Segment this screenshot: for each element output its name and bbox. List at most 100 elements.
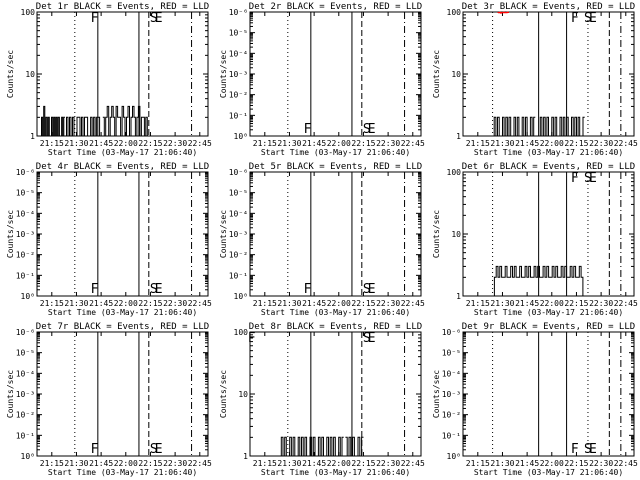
y-tick-label: 10⁻¹ [16, 431, 35, 440]
x-tick-label: 22:00 [327, 459, 351, 468]
x-tick-label: 21:30 [64, 459, 88, 468]
y-tick-label: 10⁻⁴ [229, 209, 248, 218]
y-tick-label: 10 [238, 390, 248, 399]
y-tick-label: 10⁻¹ [229, 271, 248, 280]
x-tick-label: 22:00 [540, 139, 564, 148]
y-tick-label: 10⁻² [229, 91, 248, 100]
count-rate-trace [102, 105, 149, 137]
flag-marker-e: E [155, 442, 163, 457]
detector-panel-8: Det 8r BLACK = Events, RED = LLD 21:15 21:… [219, 322, 425, 477]
y-axis-label: Counts/sec [6, 210, 15, 258]
x-tick-label: 22:30 [163, 139, 187, 148]
panel-title: Det 2r BLACK = Events, RED = LLD [249, 2, 422, 12]
y-tick-label: 10⁻⁵ [16, 349, 35, 358]
x-tick-label: 21:15 [253, 139, 277, 148]
x-tick-label: 21:30 [490, 139, 514, 148]
flag-marker-s: S [584, 11, 592, 26]
flag-marker-e: E [368, 331, 376, 346]
x-tick-label: 22:30 [589, 299, 613, 308]
x-tick-label: 22:30 [163, 459, 187, 468]
x-tick-label: 22:30 [376, 139, 400, 148]
y-tick-label: 100 [234, 328, 249, 337]
x-tick-label: 21:45 [302, 299, 326, 308]
x-axis-label: Start Time (03-May-17 21:06:40) [48, 148, 197, 157]
y-tick-label: 10⁻⁶ [229, 8, 248, 17]
y-axis-label: Counts/sec [219, 370, 228, 418]
x-tick-label: 21:15 [40, 299, 64, 308]
flag-marker-f: F [571, 171, 579, 186]
y-tick-label: 1 [30, 132, 35, 141]
panel-title: Det 8r BLACK = Events, RED = LLD [249, 322, 422, 332]
flag-marker-f: F [91, 11, 99, 26]
y-axis-label: Counts/sec [219, 210, 228, 258]
panel-title: Det 7r BLACK = Events, RED = LLD [36, 322, 209, 332]
x-tick-label: 21:15 [40, 139, 64, 148]
x-axis-label: Start Time (03-May-17 21:06:40) [474, 468, 623, 477]
plot-frame [36, 171, 209, 297]
y-tick-label: 10⁻⁴ [16, 369, 35, 378]
x-tick-label: 21:15 [253, 459, 277, 468]
y-tick-label: 10⁻¹ [229, 111, 248, 120]
count-rate-trace [492, 116, 536, 137]
flag-marker-s: S [363, 122, 371, 137]
x-tick-label: 22:00 [114, 459, 138, 468]
count-rate-trace [345, 436, 364, 457]
panel-title: Det 9r BLACK = Events, RED = LLD [462, 322, 635, 332]
y-tick-label: 100 [21, 8, 36, 17]
y-tick-label: 10⁻⁵ [229, 189, 248, 198]
x-tick-label: 22:45 [401, 299, 425, 308]
flag-marker-e: E [589, 171, 597, 186]
x-tick-label: 22:45 [614, 299, 638, 308]
y-tick-label: 10⁻² [229, 251, 248, 260]
flag-marker-e: E [155, 282, 163, 297]
x-tick-label: 21:45 [302, 139, 326, 148]
y-axis-label: Counts/sec [6, 50, 15, 98]
flag-marker-e: E [589, 11, 597, 26]
y-tick-label: 10⁻³ [442, 390, 461, 399]
y-axis-label: Counts/sec [432, 210, 441, 258]
flag-marker-s: S [363, 282, 371, 297]
x-tick-label: 22:45 [188, 299, 212, 308]
flag-marker-e: E [368, 282, 376, 297]
x-tick-label: 21:30 [64, 299, 88, 308]
x-tick-label: 21:15 [253, 299, 277, 308]
y-tick-label: 10⁻¹ [16, 271, 35, 280]
x-tick-label: 22:15 [138, 139, 162, 148]
y-tick-label: 10⁻⁵ [442, 349, 461, 358]
x-tick-label: 22:30 [589, 459, 613, 468]
x-tick-label: 22:00 [540, 459, 564, 468]
y-tick-label: 100 [447, 168, 462, 177]
plot-frame [462, 331, 635, 457]
count-rate-trace [538, 116, 585, 137]
x-tick-label: 22:45 [401, 139, 425, 148]
x-tick-label: 22:00 [114, 299, 138, 308]
flag-marker-f: F [304, 282, 312, 297]
x-tick-label: 21:15 [40, 459, 64, 468]
x-tick-label: 22:15 [138, 459, 162, 468]
y-tick-label: 10⁻⁴ [16, 209, 35, 218]
detector-panel-2: Det 2r BLACK = Events, RED = LLD 21:15 21:… [219, 2, 425, 157]
y-tick-label: 10⁰ [234, 292, 248, 301]
x-tick-label: 21:15 [466, 299, 490, 308]
y-tick-label: 10⁻⁶ [16, 168, 35, 177]
y-tick-label: 10⁻² [16, 411, 35, 420]
flag-marker-s: S [363, 331, 371, 346]
x-axis-label: Start Time (03-May-17 21:06:40) [474, 308, 623, 317]
y-tick-label: 10⁰ [21, 292, 35, 301]
x-tick-label: 21:45 [302, 459, 326, 468]
count-rate-trace [497, 11, 509, 14]
y-tick-label: 10 [451, 230, 461, 239]
y-tick-label: 10⁻³ [229, 230, 248, 239]
flag-marker-s: S [150, 282, 158, 297]
x-tick-label: 21:45 [515, 139, 539, 148]
x-tick-label: 21:15 [466, 139, 490, 148]
y-tick-label: 10 [25, 70, 35, 79]
y-tick-label: 10⁻⁶ [16, 328, 35, 337]
x-tick-label: 22:15 [351, 459, 375, 468]
x-tick-label: 22:00 [327, 139, 351, 148]
